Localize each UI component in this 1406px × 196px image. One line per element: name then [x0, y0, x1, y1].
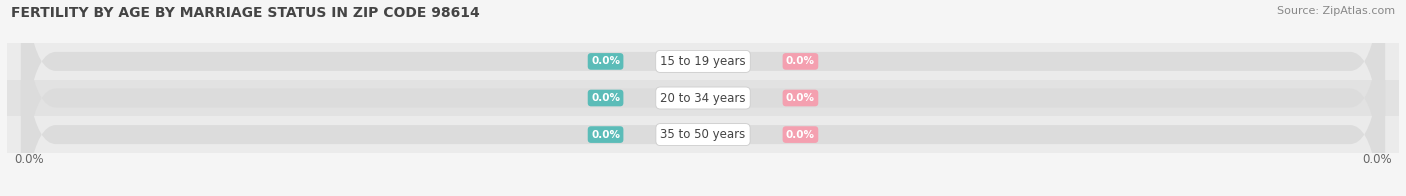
- Text: 20 to 34 years: 20 to 34 years: [661, 92, 745, 104]
- Text: 35 to 50 years: 35 to 50 years: [661, 128, 745, 141]
- Text: 0.0%: 0.0%: [786, 93, 815, 103]
- FancyBboxPatch shape: [21, 0, 1385, 196]
- Text: 0.0%: 0.0%: [1362, 153, 1392, 166]
- Text: Source: ZipAtlas.com: Source: ZipAtlas.com: [1277, 6, 1395, 16]
- FancyBboxPatch shape: [21, 0, 1385, 196]
- Text: 0.0%: 0.0%: [591, 56, 620, 66]
- Text: 0.0%: 0.0%: [786, 56, 815, 66]
- Text: 0.0%: 0.0%: [591, 130, 620, 140]
- Text: 0.0%: 0.0%: [591, 93, 620, 103]
- Bar: [7, 116, 1399, 153]
- Text: 15 to 19 years: 15 to 19 years: [661, 55, 745, 68]
- Text: 0.0%: 0.0%: [786, 130, 815, 140]
- Bar: [7, 43, 1399, 80]
- Bar: [7, 80, 1399, 116]
- FancyBboxPatch shape: [21, 0, 1385, 196]
- Text: FERTILITY BY AGE BY MARRIAGE STATUS IN ZIP CODE 98614: FERTILITY BY AGE BY MARRIAGE STATUS IN Z…: [11, 6, 479, 20]
- Text: 0.0%: 0.0%: [14, 153, 44, 166]
